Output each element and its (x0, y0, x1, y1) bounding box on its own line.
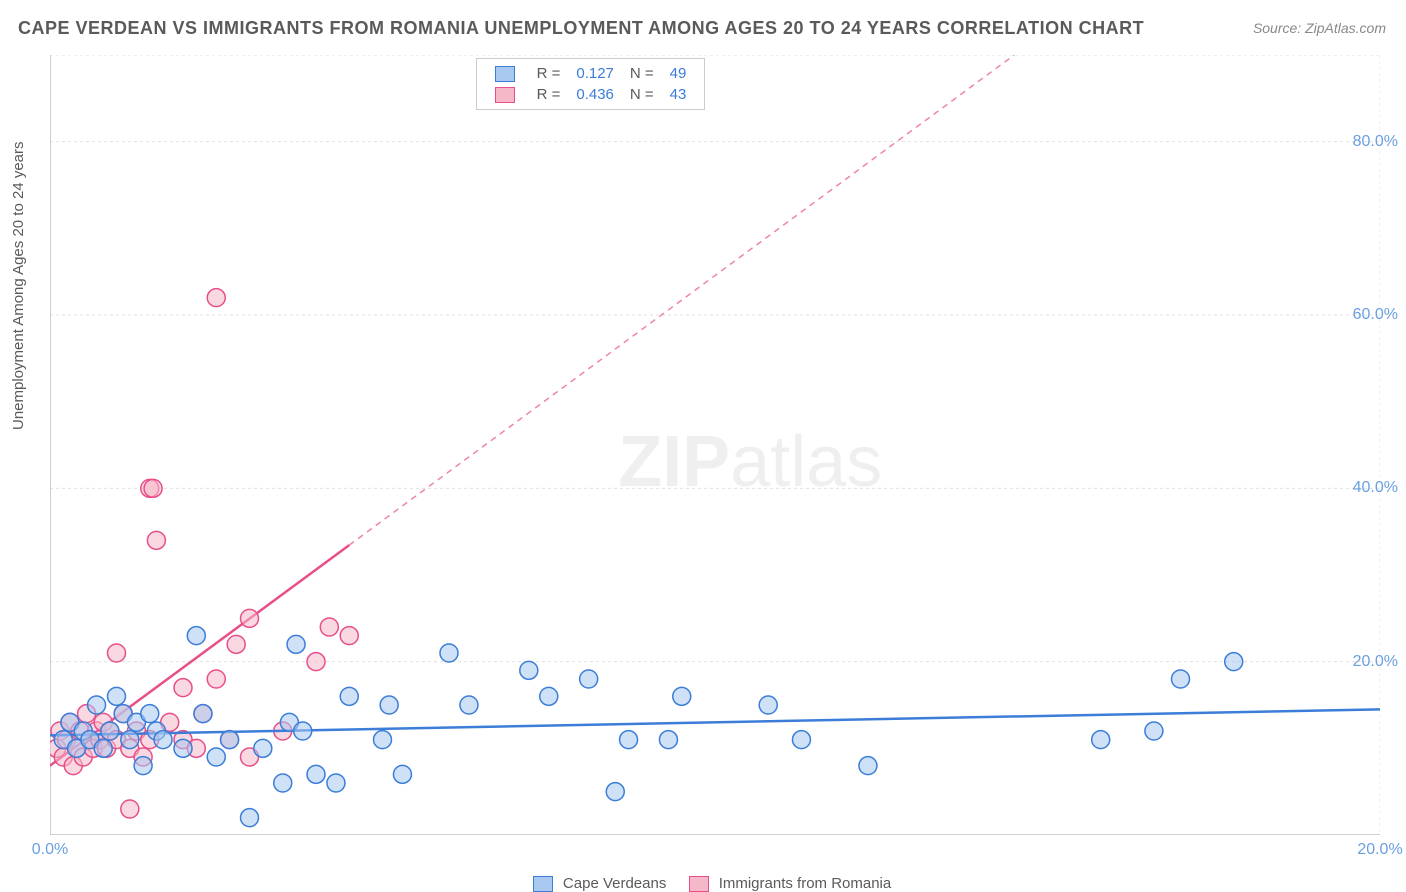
legend-series-names: Cape Verdeans Immigrants from Romania (0, 875, 1406, 892)
legend-row-series-1: R = 0.436 N = 43 (487, 84, 695, 105)
legend-N-label: N = (630, 65, 654, 82)
legend-label-series-0: Cape Verdeans (563, 875, 666, 892)
legend-swatch-series-0 (533, 876, 553, 892)
y-tick-label: 80.0% (1353, 133, 1398, 151)
y-tick-label: 20.0% (1353, 653, 1398, 671)
legend-R-label: R = (537, 86, 561, 103)
x-tick-label: 0.0% (32, 841, 68, 859)
legend-R-label: R = (537, 65, 561, 82)
legend-row-series-0: R = 0.127 N = 49 (487, 63, 695, 84)
legend-N-value-0: 49 (662, 63, 695, 84)
y-tick-label: 40.0% (1353, 479, 1398, 497)
y-tick-label: 60.0% (1353, 306, 1398, 324)
legend-N-value-1: 43 (662, 84, 695, 105)
source-attribution: Source: ZipAtlas.com (1253, 20, 1386, 36)
legend-R-value-0: 0.127 (568, 63, 622, 84)
legend-label-series-1: Immigrants from Romania (719, 875, 892, 892)
x-tick-label: 20.0% (1357, 841, 1402, 859)
plot-area: ZIPatlas R = 0.127 N = 49 R = 0.436 N = … (50, 55, 1380, 835)
legend-R-value-1: 0.436 (568, 84, 622, 105)
legend-swatch-series-1 (689, 876, 709, 892)
chart-title: CAPE VERDEAN VS IMMIGRANTS FROM ROMANIA … (18, 18, 1144, 39)
y-axis-label: Unemployment Among Ages 20 to 24 years (10, 141, 27, 430)
legend-statistics: R = 0.127 N = 49 R = 0.436 N = 43 (476, 58, 706, 110)
legend-N-label: N = (630, 86, 654, 103)
legend-swatch-1 (495, 87, 515, 103)
legend-swatch-0 (495, 66, 515, 82)
scatter-plot-svg (50, 55, 1380, 835)
